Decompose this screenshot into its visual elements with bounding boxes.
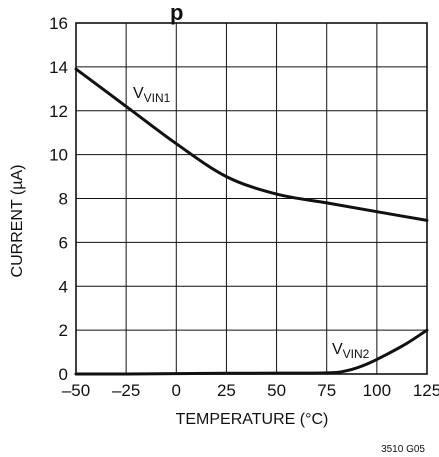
x-axis-title: TEMPERATURE (°C) [176, 411, 329, 428]
y-tick-label: 14 [49, 58, 68, 77]
series-label-vin1-sub: VIN1 [144, 91, 171, 105]
y-tick-label: 4 [59, 277, 68, 296]
x-tick-label: 75 [317, 381, 336, 400]
y-tick-label: 10 [49, 146, 68, 165]
x-tick-label: –50 [62, 381, 90, 400]
figure-note: 3510 G05 [381, 444, 425, 455]
chart-title-fragment: p [170, 0, 183, 25]
series-label-vin2-sub: VIN2 [343, 347, 370, 361]
y-tick-label: 6 [59, 233, 68, 252]
y-tick-labels: 0 2 4 6 8 10 12 14 16 [49, 14, 68, 384]
series-label-vin1: VVIN1 [133, 85, 171, 105]
x-tick-label: 125 [413, 381, 439, 400]
y-tick-label: 0 [59, 365, 68, 384]
series-label-vin2: VVIN2 [332, 341, 370, 361]
x-tick-label: –25 [112, 381, 140, 400]
chart-grid [75, 22, 428, 375]
x-tick-labels: –50 –25 0 25 50 75 100 125 [62, 381, 439, 400]
series-line-vin1 [74, 67, 429, 222]
x-tick-label: 50 [267, 381, 286, 400]
x-tick-label: 25 [217, 381, 236, 400]
y-tick-label: 12 [49, 102, 68, 121]
series-lines [74, 67, 429, 376]
series-line-vin2 [74, 328, 429, 376]
x-tick-label: 100 [363, 381, 391, 400]
plot-frame [75, 22, 428, 375]
series-label-vin2-main: V [332, 341, 343, 358]
series-label-vin1-main: V [133, 85, 144, 102]
y-tick-label: 16 [49, 14, 68, 33]
y-tick-label: 8 [59, 190, 68, 209]
y-tick-label: 2 [59, 321, 68, 340]
x-tick-label: 0 [172, 381, 181, 400]
y-axis-title: CURRENT (µA) [9, 165, 26, 278]
